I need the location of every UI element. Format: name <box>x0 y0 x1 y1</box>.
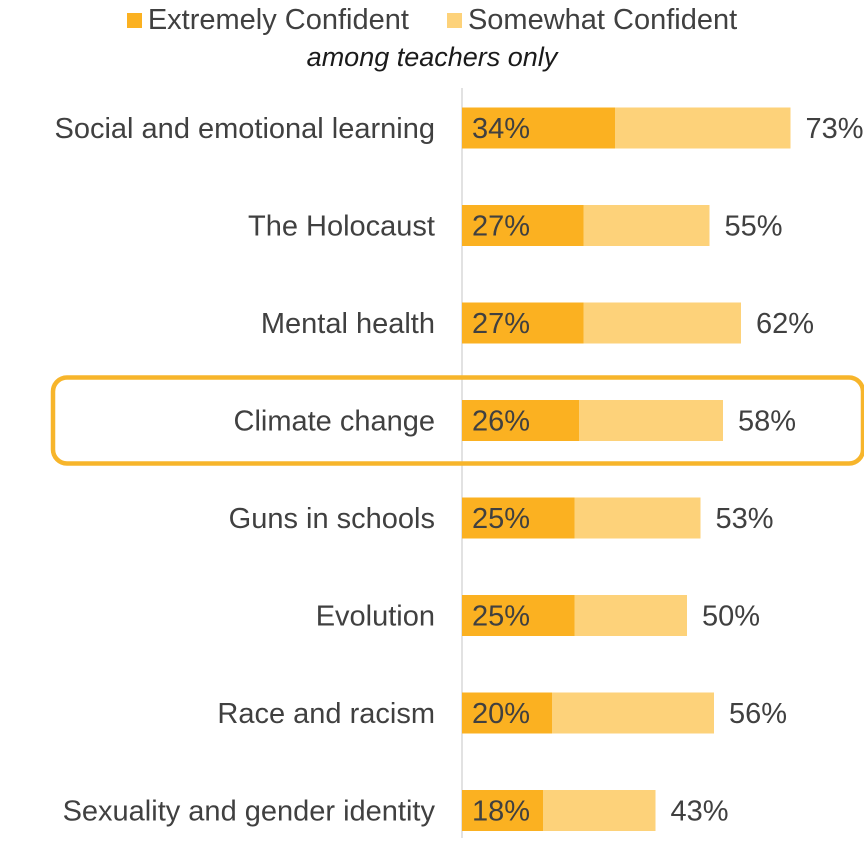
legend: Extremely Confident Somewhat Confident <box>0 2 864 38</box>
category-label-social-and-emotional-learning: Social and emotional learning <box>55 113 435 145</box>
chart-subtitle: among teachers only <box>306 42 558 72</box>
legend-item-somewhat-confident: Somewhat Confident <box>446 2 738 38</box>
bar-extremely-race-and-racism <box>462 692 552 734</box>
legend-swatch-somewhat-confident <box>446 12 462 28</box>
bar-extremely-the-holocaust <box>462 205 584 246</box>
data-label-somewhat-the-holocaust: 55% <box>725 211 783 243</box>
data-label-somewhat-evolution: 50% <box>702 601 760 633</box>
category-label-evolution: Evolution <box>316 601 435 633</box>
legend-swatch-extremely-confident <box>126 12 142 28</box>
category-label-climate-change: Climate change <box>234 406 436 438</box>
category-label-guns-in-schools: Guns in schools <box>229 503 435 535</box>
data-label-somewhat-social-and-emotional-learning: 73% <box>806 113 864 145</box>
data-label-extremely-sexuality-and-gender-identity: 18% <box>472 796 530 828</box>
data-label-extremely-guns-in-schools: 25% <box>472 503 530 535</box>
data-label-somewhat-sexuality-and-gender-identity: 43% <box>671 796 729 828</box>
data-label-extremely-mental-health: 27% <box>472 308 530 340</box>
data-label-somewhat-climate-change: 58% <box>738 406 796 438</box>
data-label-extremely-race-and-racism: 20% <box>472 698 530 730</box>
category-label-race-and-racism: Race and racism <box>217 698 435 730</box>
bar-extremely-climate-change <box>462 400 579 441</box>
data-label-extremely-the-holocaust: 27% <box>472 211 530 243</box>
bar-extremely-social-and-emotional-learning <box>462 107 615 149</box>
data-label-somewhat-race-and-racism: 56% <box>729 698 787 730</box>
bar-extremely-sexuality-and-gender-identity <box>462 790 543 831</box>
data-label-extremely-evolution: 25% <box>472 601 530 633</box>
highlight-box <box>50 375 864 466</box>
category-label-mental-health: Mental health <box>261 308 435 340</box>
bar-extremely-guns-in-schools <box>462 497 575 539</box>
legend-label-somewhat-confident: Somewhat Confident <box>467 4 738 36</box>
data-label-somewhat-guns-in-schools: 53% <box>716 503 774 535</box>
category-label-the-holocaust: The Holocaust <box>248 211 435 243</box>
category-label-sexuality-and-gender-identity: Sexuality and gender identity <box>63 796 436 828</box>
bar-extremely-mental-health <box>462 302 584 344</box>
legend-item-extremely-confident: Extremely Confident <box>126 2 409 38</box>
data-label-extremely-social-and-emotional-learning: 34% <box>472 113 530 145</box>
data-label-extremely-climate-change: 26% <box>472 406 530 438</box>
data-label-somewhat-mental-health: 62% <box>756 308 814 340</box>
legend-label-extremely-confident: Extremely Confident <box>147 4 409 36</box>
bar-extremely-evolution <box>462 595 575 636</box>
